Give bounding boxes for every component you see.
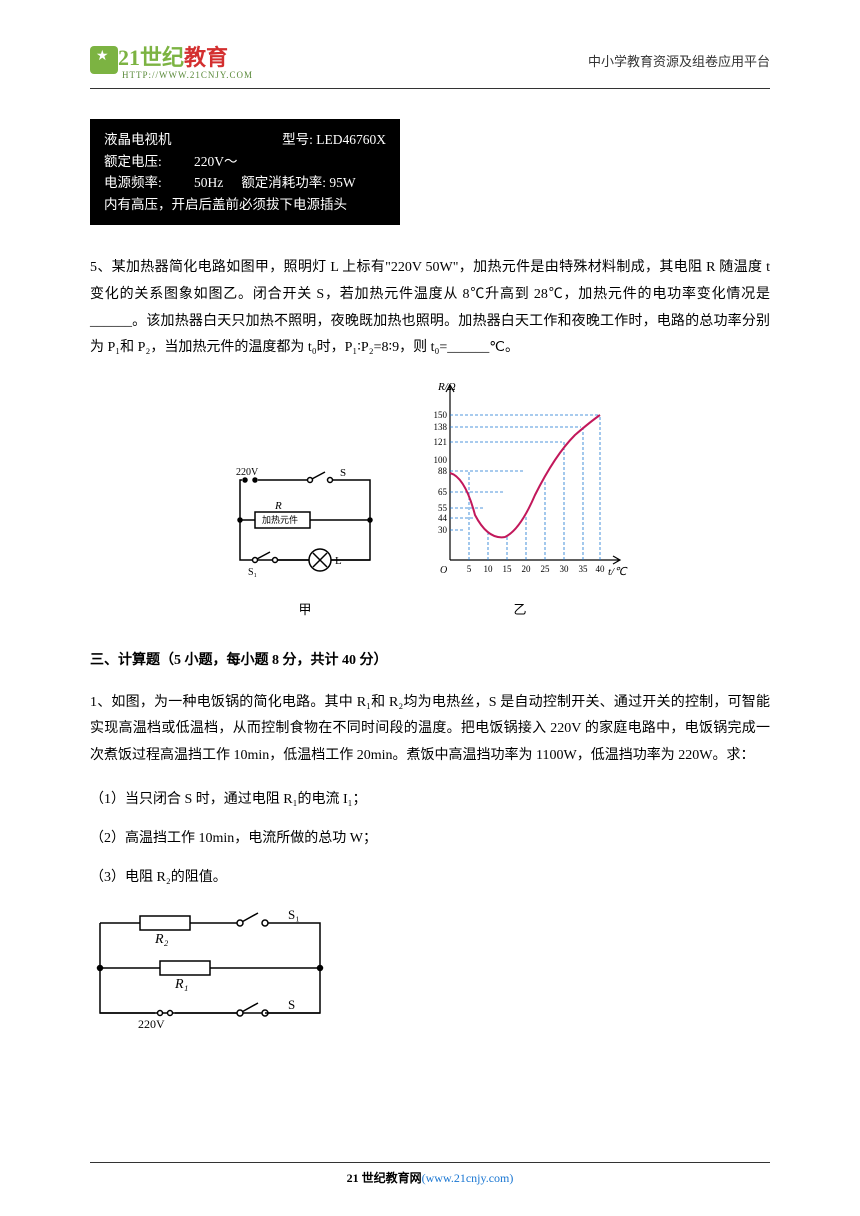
svg-text:O: O [440,565,447,576]
svg-text:150: 150 [434,410,448,420]
svg-text:88: 88 [438,466,448,476]
svg-text:25: 25 [541,564,551,574]
svg-text:220V: 220V [236,467,259,478]
svg-text:44: 44 [438,513,448,523]
svg-text:100: 100 [434,455,448,465]
freq-label: 电源频率: [104,172,194,194]
page-header: 21世纪教育 HTTP://WWW.21CNJY.COM 中小学教育资源及组卷应… [90,40,770,80]
calc-q1-intro: 1、如图，为一种电饭锅的简化电路。其中 R₁和 R₂均为电热丝，S 是自动控制开… [90,690,770,770]
voltage-label: 额定电压: [104,151,194,173]
svg-text:R₂: R₂ [154,932,169,947]
svg-text:55: 55 [438,503,448,513]
circuit-diagram-jia: 220V S R 加热元件 S₁ L [230,460,380,623]
svg-text:220V: 220V [138,1017,165,1031]
logo-area: 21世纪教育 HTTP://WWW.21CNJY.COM [90,40,253,80]
svg-text:30: 30 [560,564,570,574]
section-3-heading: 三、计算题（5 小题，每小题 8 分，共计 40 分） [90,648,770,675]
nameplate-warning: 内有高压，开启后盖前必须拔下电源插头 [104,194,386,216]
header-right-text: 中小学教育资源及组卷应用平台 [588,51,770,70]
fig-label-jia: 甲 [230,598,380,623]
logo-text-1: 21世纪 [118,45,184,70]
svg-text:S₁: S₁ [288,907,300,922]
svg-text:10: 10 [484,564,494,574]
svg-text:R: R [274,500,282,512]
calc-q1-part2: （2）高温挡工作 10min，电流所做的总功 W； [90,826,770,853]
svg-text:R₁: R₁ [174,977,188,992]
question-5-text: 5、某加热器简化电路如图甲，照明灯 L 上标有"220V 50W"，加热元件是由… [90,255,770,361]
calc-q1-part1: （1）当只闭合 S 时，通过电阻 R₁的电流 I₁； [90,787,770,814]
svg-text:40: 40 [596,564,606,574]
freq-value: 50Hz [194,172,223,194]
svg-text:20: 20 [522,564,532,574]
circuit-diagram-2: R₂ S₁ R₁ S 220V [90,903,770,1044]
model-value: LED46760X [316,132,386,147]
svg-text:L: L [335,555,342,567]
model-label: 型号: [282,132,313,147]
logo-icon [90,46,118,74]
svg-text:加热元件: 加热元件 [262,514,298,525]
svg-text:5: 5 [467,564,472,574]
logo-text-2: 教育 [184,45,228,70]
calc-q1-part3: （3）电阻 R₂的阻值。 [90,865,770,892]
fig-label-yi: 乙 [410,598,630,623]
graph-yi: R/Ω t/℃ O 150 138 121 100 88 65 55 44 [410,380,630,623]
svg-text:S: S [340,467,346,479]
footer-url: (www.21cnjy.com) [422,1171,514,1185]
svg-text:S: S [288,997,295,1012]
nameplate-product: 液晶电视机 [104,129,194,151]
power-label: 额定消耗功率: [241,175,326,190]
svg-text:65: 65 [438,487,448,497]
svg-text:121: 121 [434,437,448,447]
footer-divider [90,1162,770,1163]
svg-text:t/℃: t/℃ [608,566,628,578]
voltage-value: 220V～ [194,151,238,173]
svg-text:15: 15 [503,564,513,574]
svg-text:S₁: S₁ [248,567,257,578]
logo-url: HTTP://WWW.21CNJY.COM [122,70,253,80]
footer-brand: 21 世纪教育网 [347,1171,422,1185]
svg-text:R/Ω: R/Ω [437,381,456,393]
svg-text:138: 138 [434,422,448,432]
svg-text:30: 30 [438,525,448,535]
nameplate-box: 液晶电视机 型号: LED46760X 额定电压: 220V～ 电源频率: 50… [90,119,400,225]
page-footer: 21 世纪教育网(www.21cnjy.com) [0,1162,860,1186]
svg-text:35: 35 [579,564,589,574]
header-divider [90,88,770,89]
figures-row: 220V S R 加热元件 S₁ L [90,380,770,623]
power-value: 95W [329,175,355,190]
